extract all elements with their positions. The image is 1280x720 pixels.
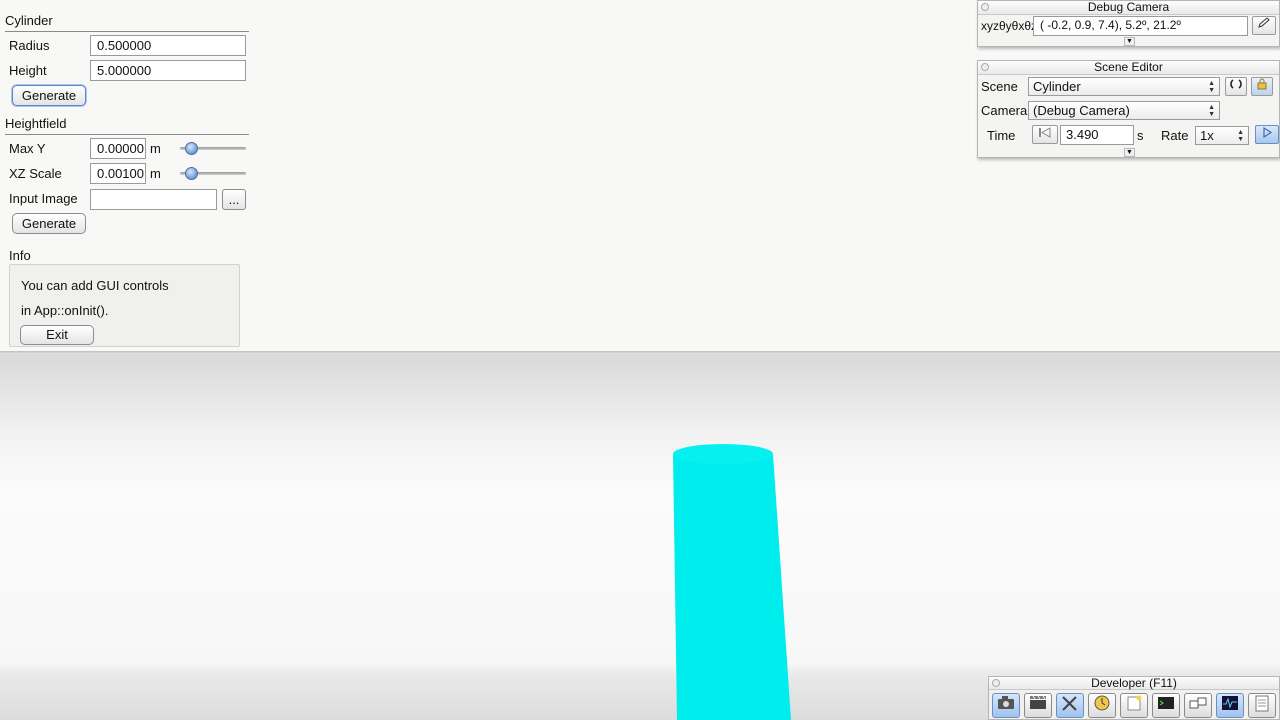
time-unit: s	[1137, 128, 1144, 143]
time-field[interactable]: 3.490	[1060, 125, 1134, 145]
windows-icon[interactable]	[1184, 693, 1212, 718]
horizon-shadow	[0, 351, 1280, 354]
rewind-icon[interactable]	[1032, 125, 1058, 144]
camera-coords-field[interactable]: ( -0.2, 0.9, 7.4), 5.2º, 21.2º	[1033, 16, 1248, 36]
camera-dropdown[interactable]: (Debug Camera) ▲ ▼	[1028, 101, 1220, 120]
heightfield-section-rule	[5, 134, 249, 135]
xz-scale-label: XZ Scale	[9, 166, 62, 181]
max-y-field[interactable]: 0.00000	[90, 138, 146, 159]
rate-label: Rate	[1161, 128, 1189, 143]
info-line-2: in App::onInit().	[21, 303, 109, 318]
cylinder-section-rule	[5, 31, 249, 32]
play-icon[interactable]	[1255, 125, 1279, 144]
heightfield-generate-button[interactable]: Generate	[12, 213, 86, 234]
console-icon[interactable]	[1152, 693, 1180, 718]
exit-button[interactable]: Exit	[20, 325, 94, 345]
info-box: You can add GUI controls in App::onInit(…	[9, 264, 240, 347]
scene-dropdown[interactable]: Cylinder ▲ ▼	[1028, 77, 1220, 96]
max-y-slider-thumb[interactable]	[185, 142, 199, 155]
tools-icon[interactable]	[1056, 693, 1084, 718]
cylinder-section-title: Cylinder	[5, 13, 53, 28]
radius-label: Radius	[9, 38, 50, 53]
scene-editor-title: Scene Editor	[1094, 60, 1163, 74]
clock-icon[interactable]	[1088, 693, 1116, 718]
heightfield-section-title: Heightfield	[5, 116, 67, 131]
developer-titlebar[interactable]: Developer (F11)	[989, 677, 1279, 690]
rate-dropdown-value: 1x	[1200, 128, 1214, 143]
rate-dropdown[interactable]: 1x ▲ ▼	[1195, 126, 1249, 145]
input-image-field[interactable]	[90, 189, 217, 210]
chevron-down-icon[interactable]: ▼	[1124, 148, 1135, 157]
xz-scale-field[interactable]: 0.00100	[90, 163, 146, 184]
debug-camera-title: Debug Camera	[1087, 0, 1170, 14]
xz-scale-slider-thumb[interactable]	[185, 167, 199, 180]
xz-scale-unit: m	[150, 166, 161, 181]
camera-dropdown-value: (Debug Camera)	[1033, 103, 1130, 118]
dropdown-arrows-icon: ▲ ▼	[1208, 104, 1215, 118]
height-label: Height	[9, 63, 47, 78]
camera-label: Camera	[981, 103, 1028, 118]
info-line-1: You can add GUI controls	[21, 278, 169, 293]
time-label: Time	[987, 128, 1016, 143]
info-section-title: Info	[9, 248, 31, 263]
document-icon[interactable]	[1248, 693, 1276, 718]
pencil-icon[interactable]	[1252, 16, 1276, 35]
graph-icon[interactable]	[1216, 693, 1244, 718]
scene-dropdown-value: Cylinder	[1033, 79, 1081, 94]
camera-icon[interactable]	[992, 693, 1020, 718]
debug-camera-titlebar[interactable]: Debug Camera	[978, 1, 1279, 15]
note-icon[interactable]	[1120, 693, 1148, 718]
clapperboard-icon[interactable]	[1024, 693, 1052, 718]
browse-button[interactable]: ...	[222, 189, 246, 210]
xz-scale-slider-track[interactable]	[180, 172, 246, 175]
close-icon[interactable]	[992, 679, 1000, 687]
height-field[interactable]: 5.000000	[90, 60, 246, 81]
debug-camera-window: Debug Camera xyzθyθxθz ( -0.2, 0.9, 7.4)…	[977, 0, 1280, 47]
dropdown-arrows-icon: ▲ ▼	[1237, 129, 1244, 143]
gui-pane: Cylinder Radius 0.500000 Height 5.000000…	[0, 0, 252, 352]
max-y-slider-track[interactable]	[180, 147, 246, 150]
close-icon[interactable]	[981, 63, 989, 71]
max-y-unit: m	[150, 141, 161, 156]
scene-editor-titlebar[interactable]: Scene Editor	[978, 61, 1279, 75]
max-y-label: Max Y	[9, 141, 46, 156]
chevron-down-icon[interactable]: ▼	[1124, 37, 1135, 46]
dropdown-arrows-icon: ▲ ▼	[1208, 80, 1215, 94]
camera-coords-label: xyzθyθxθz	[981, 19, 1038, 33]
radius-field[interactable]: 0.500000	[90, 35, 246, 56]
cylinder-generate-button[interactable]: Generate	[12, 85, 86, 106]
scene-editor-window: Scene Editor Scene Cylinder ▲ ▼ Camera (D…	[977, 60, 1280, 158]
close-icon[interactable]	[981, 3, 989, 11]
scene-label: Scene	[981, 79, 1018, 94]
sky-gradient	[0, 354, 1280, 494]
input-image-label: Input Image	[9, 191, 78, 206]
developer-title: Developer (F11)	[1091, 676, 1177, 690]
reload-icon[interactable]	[1225, 77, 1247, 96]
lock-icon[interactable]	[1251, 77, 1273, 96]
developer-toolbar: Developer (F11)	[988, 676, 1280, 720]
